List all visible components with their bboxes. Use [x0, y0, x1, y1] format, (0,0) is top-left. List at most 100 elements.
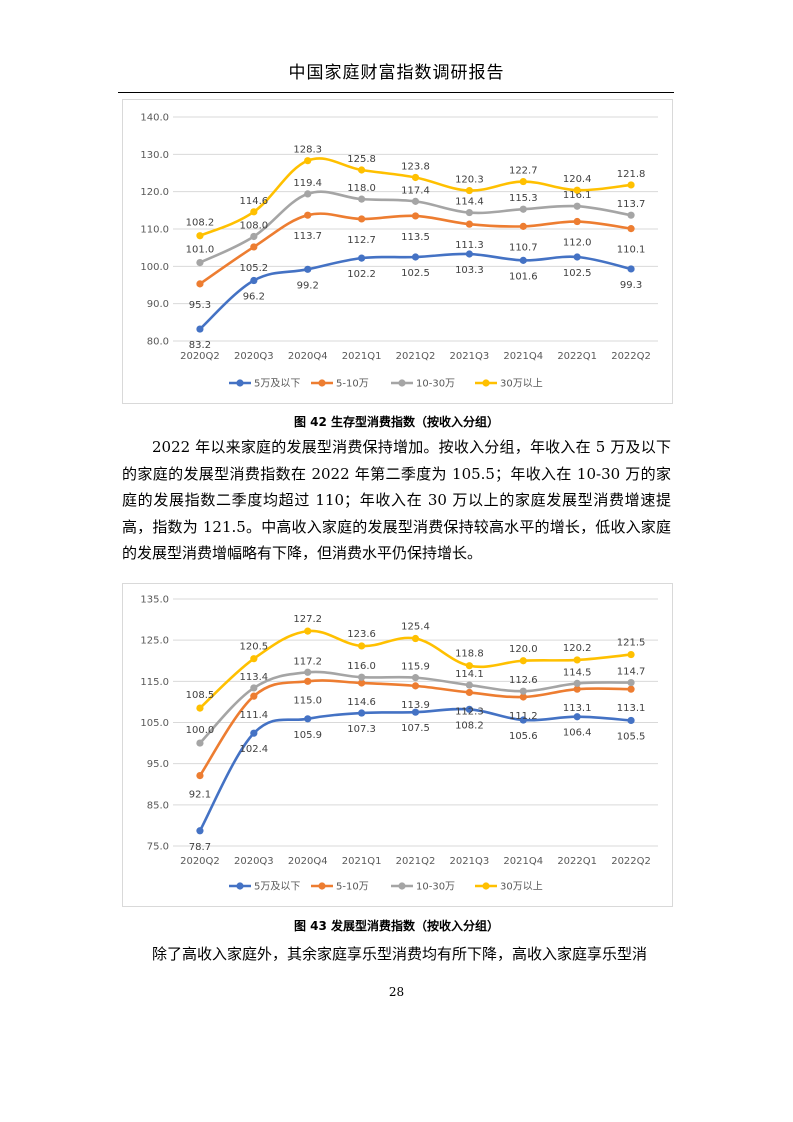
chart-development-consumption: 75.0 85.0 95.0 105.0 115.0 125.0 135.0 2020Q2 20…: [122, 583, 673, 907]
x-tick-label: 2020Q4: [288, 856, 328, 867]
data-point: [304, 715, 312, 723]
page-header: 中国家庭财富指数调研报告: [288, 63, 505, 83]
data-point: [196, 259, 204, 267]
data-label: 120.3: [455, 175, 484, 186]
legend-label: 5万及以下: [254, 881, 300, 893]
x-tick-label: 2021Q4: [503, 856, 543, 867]
data-label: 113.9: [401, 700, 430, 711]
data-label: 113.5: [401, 232, 430, 243]
data-label: 125.4: [401, 622, 430, 633]
data-point: [573, 217, 581, 226]
y-tick-label: 120.0: [140, 187, 169, 198]
data-point: [627, 650, 635, 659]
data-label: 107.5: [401, 723, 430, 734]
data-point: [465, 705, 473, 713]
y-tick-label: 90.0: [147, 299, 169, 310]
data-label: 95.3: [189, 300, 211, 311]
data-point: [358, 679, 366, 687]
data-point: [196, 739, 204, 747]
data-label: 101.0: [186, 245, 215, 256]
x-tick-label: 2021Q3: [450, 856, 490, 867]
y-tick-label: 95.0: [147, 759, 169, 770]
data-point: [358, 709, 366, 717]
y-tick-label: 115.0: [140, 677, 169, 688]
body-paragraph: 2022 年以来家庭的发展型消费保持增加。按收入分组，年收入在 5 万及以下的家…: [122, 438, 671, 562]
data-label: 120.5: [240, 642, 269, 653]
data-point: [196, 704, 204, 712]
data-label: 111.4: [240, 710, 269, 721]
data-point: [250, 655, 258, 663]
data-point: [358, 254, 366, 262]
header-rule: [118, 92, 674, 93]
series-1: 92.1 111.4 115.0 114.6 113.9 112.3 111.2 113.1 1…: [189, 677, 646, 801]
data-point: [250, 692, 258, 700]
data-label: 102.2: [347, 269, 376, 280]
data-point: [519, 657, 527, 665]
legend-label: 5-10万: [336, 882, 369, 893]
x-tick-label: 2020Q3: [234, 351, 274, 362]
series-0: 83.2 96.2 99.2 102.2 102.5 103.3 101.6 102.5 99.…: [189, 250, 642, 351]
series-3: 108.2 114.6 128.3 125.8 123.8 120.3 122.7 120.4…: [186, 145, 646, 240]
data-point: [519, 177, 527, 186]
data-label: 118.0: [347, 183, 376, 194]
legend-item: 5-10万: [311, 882, 369, 893]
data-label: 108.2: [455, 720, 484, 731]
data-point: [196, 325, 204, 333]
legend-label: 5-10万: [336, 379, 369, 390]
data-label: 101.6: [509, 271, 538, 282]
legend-item: 30万以上: [475, 881, 543, 893]
x-tick-label: 2020Q2: [180, 351, 220, 362]
series-3: 108.5 120.5 127.2 123.6 125.4 118.8 120.0 120.2…: [186, 614, 645, 712]
data-point: [573, 679, 581, 687]
figure-caption: 图 42 生存型消费指数（按收入分组）: [293, 415, 500, 429]
x-tick-label: 2021Q2: [396, 856, 436, 867]
data-label: 112.0: [563, 238, 592, 249]
legend-marker: [482, 379, 490, 387]
data-point: [627, 678, 635, 687]
data-label: 125.8: [347, 154, 376, 165]
legend-label: 30万以上: [500, 881, 543, 893]
x-tick-label: 2020Q3: [234, 856, 274, 867]
legend-item: 10-30万: [391, 882, 455, 893]
series-1: 95.3 105.2 113.7 112.7 113.5 111.3 110.7 112.0 1…: [189, 211, 645, 311]
data-label: 83.2: [189, 340, 211, 351]
data-point: [465, 681, 473, 689]
data-label: 108.0: [240, 220, 269, 231]
data-label: 112.3: [455, 706, 484, 717]
legend-marker: [398, 379, 406, 387]
data-point: [411, 197, 420, 205]
data-point: [519, 256, 527, 264]
legend-item: 5万及以下: [229, 378, 300, 390]
legend-label: 10-30万: [416, 882, 455, 893]
data-label: 78.7: [189, 842, 211, 853]
data-label: 113.1: [617, 703, 646, 714]
data-label: 115.0: [293, 695, 322, 706]
data-label: 122.7: [509, 166, 538, 177]
x-tick-label: 2022Q2: [611, 351, 651, 362]
data-point: [573, 202, 581, 210]
data-label: 105.6: [509, 731, 538, 742]
data-point: [465, 220, 473, 228]
x-tick-label: 2022Q1: [557, 856, 597, 867]
data-point: [411, 674, 420, 682]
data-point: [358, 166, 366, 174]
data-label: 120.4: [563, 174, 592, 185]
chart-survival-consumption: 80.0 90.0 100.0 110.0 120.0 130.0 140.0 2020Q2 2…: [122, 99, 673, 404]
data-label: 113.7: [617, 199, 646, 210]
data-label: 127.2: [293, 614, 322, 625]
x-tick-label: 2021Q1: [342, 351, 382, 362]
legend-marker: [318, 882, 326, 890]
legend-item: 5万及以下: [229, 881, 300, 893]
data-label: 106.4: [563, 728, 592, 739]
data-point: [304, 668, 312, 676]
data-label: 121.8: [617, 169, 646, 180]
data-label: 114.5: [563, 667, 592, 678]
data-label: 102.4: [240, 744, 269, 755]
y-tick-label: 130.0: [140, 150, 169, 161]
data-point: [304, 157, 312, 165]
y-tick-label: 75.0: [147, 842, 169, 853]
x-tick-label: 2022Q2: [611, 856, 651, 867]
data-point: [519, 687, 527, 695]
data-point: [250, 208, 258, 216]
data-label: 92.1: [189, 790, 211, 801]
